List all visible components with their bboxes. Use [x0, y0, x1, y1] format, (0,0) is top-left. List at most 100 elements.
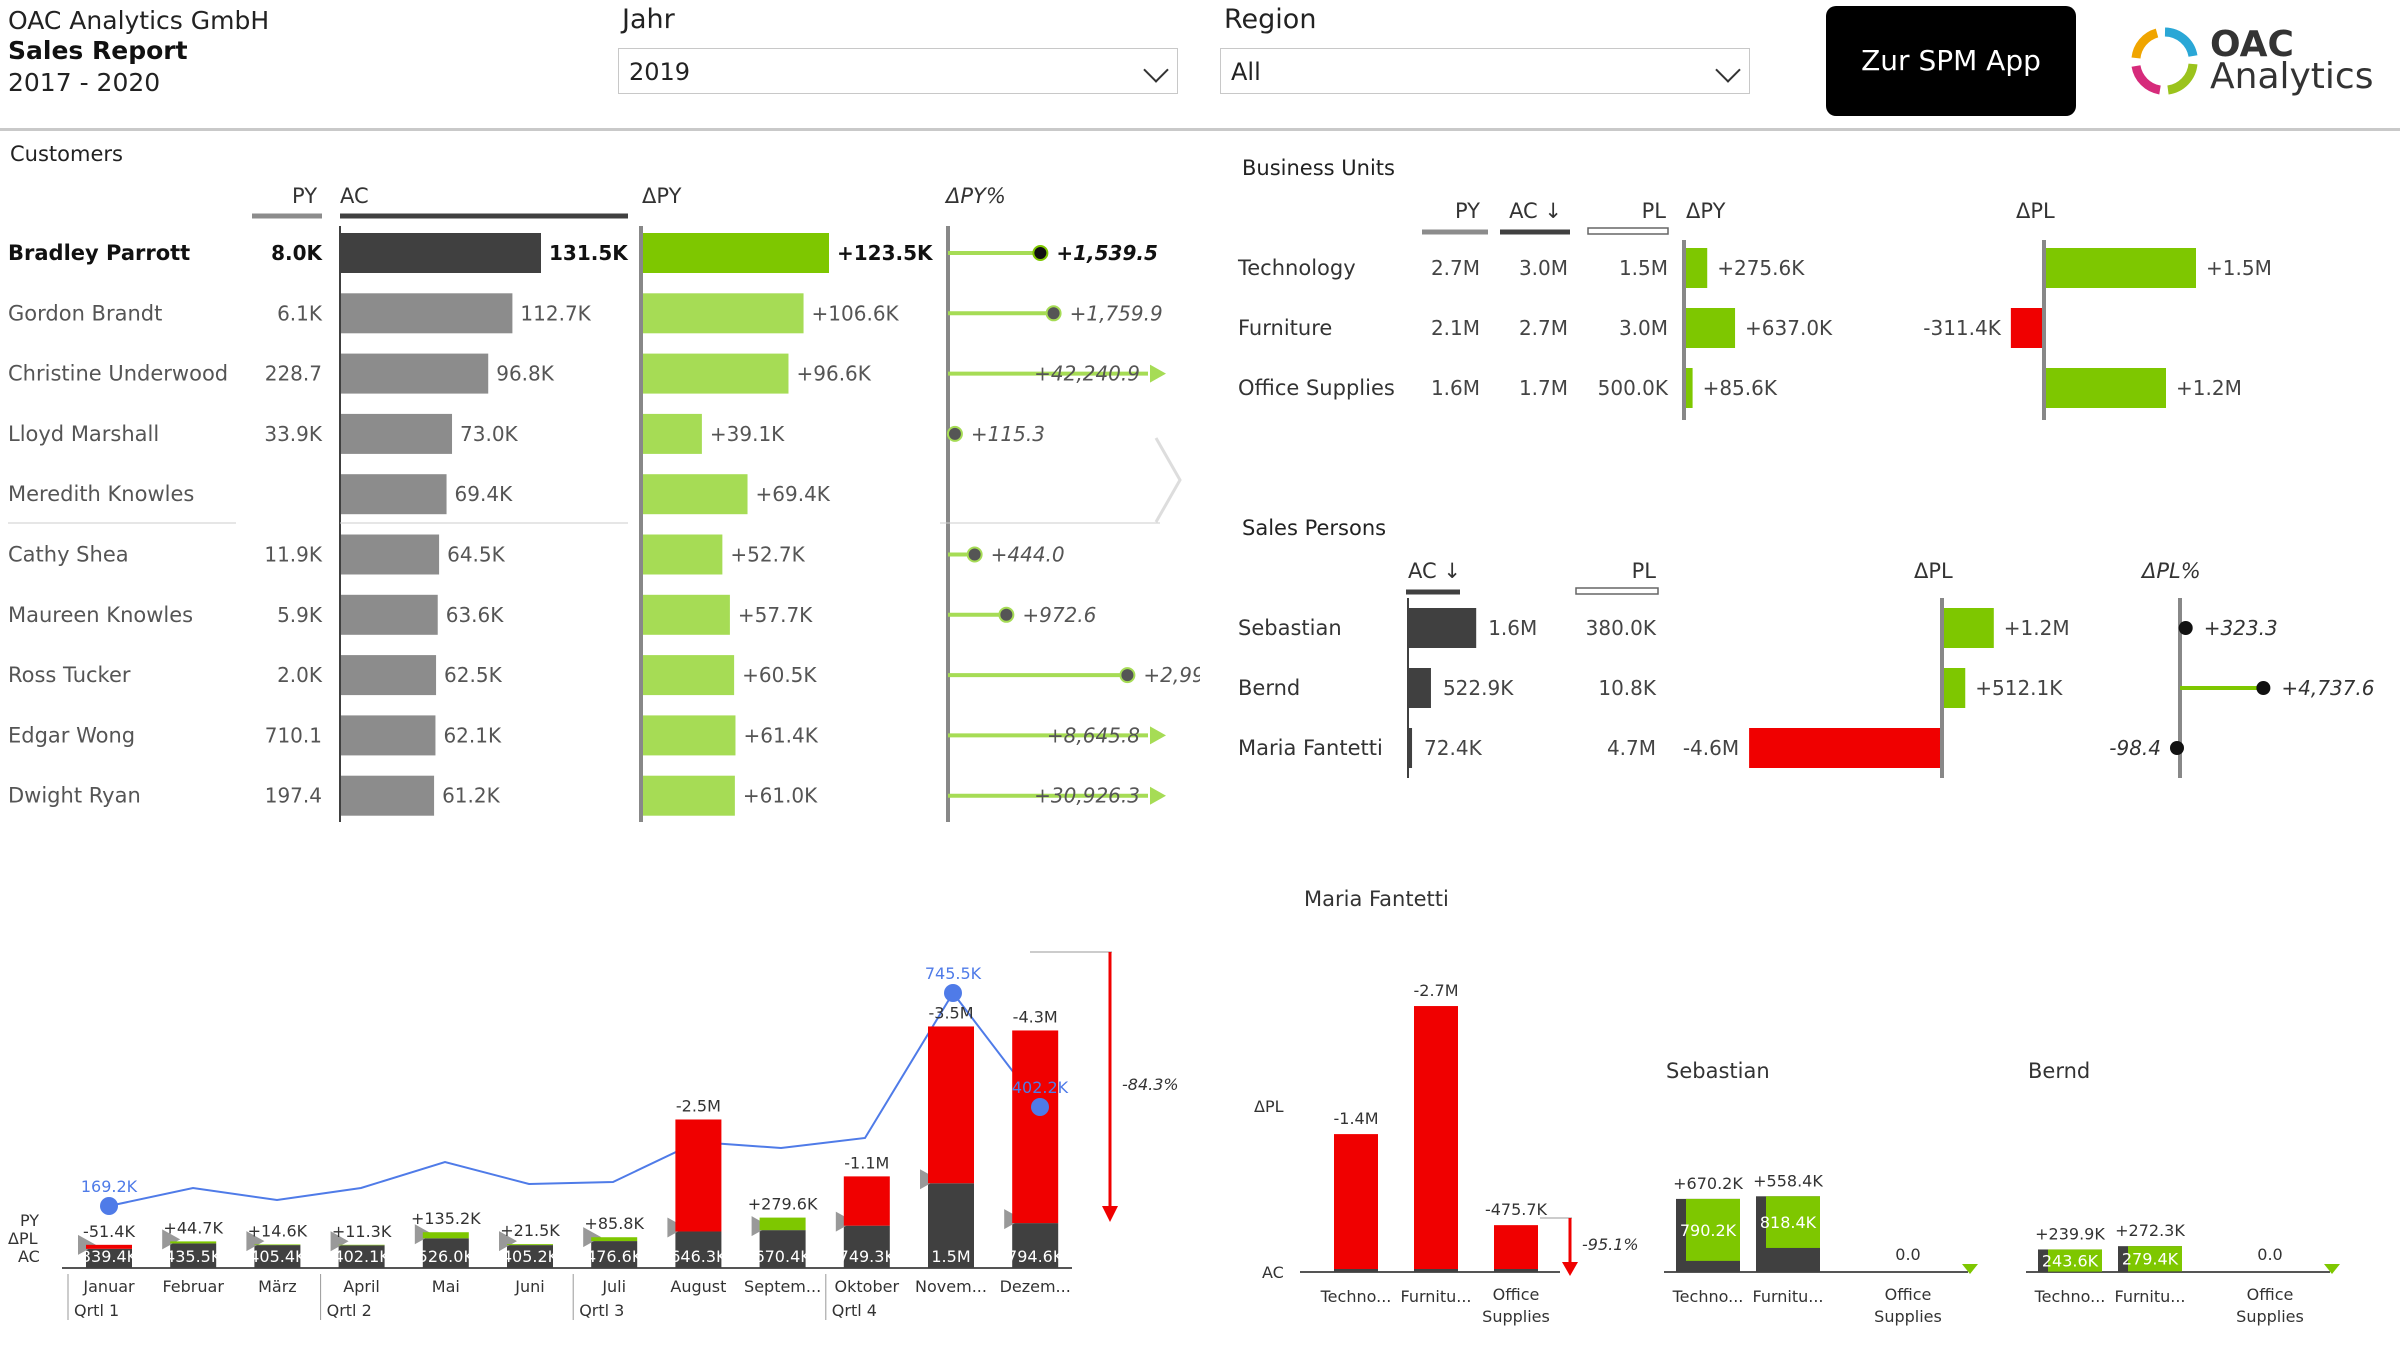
seb-title: Sebastian — [1666, 1059, 1770, 1083]
mf-ac-bar — [1494, 1269, 1538, 1272]
month-dpl-bar — [86, 1244, 132, 1249]
customer-py-value: 8.0K — [271, 241, 323, 265]
customers-header-dpypct: ΔPY% — [946, 184, 1006, 208]
py-label: 745.5K — [925, 964, 982, 983]
row-label-ac: AC — [18, 1247, 40, 1266]
bu-header-dpl: ΔPL — [2016, 199, 2055, 223]
bu-pl-value: 3.0M — [1619, 316, 1668, 340]
month-ac-bar — [591, 1241, 638, 1268]
customer-dpy-bar — [643, 594, 730, 635]
report-title: Sales Report — [8, 36, 188, 65]
bu-dpl-bar — [2010, 308, 2042, 348]
customer-pct-label: +972.6 — [1022, 603, 1096, 627]
spm-app-button[interactable]: Zur SPM App — [1826, 6, 2076, 116]
seb-ac-label: 790.2K — [1680, 1221, 1737, 1240]
ber-dpl-bar — [2048, 1249, 2102, 1272]
customer-ac-label: 62.5K — [444, 663, 503, 687]
customer-dpy-label: +39.1K — [710, 422, 785, 446]
customer-py-value: 11.9K — [264, 543, 323, 567]
mf-ac-bar — [1334, 1269, 1378, 1272]
ber-category-label: Furnitu... — [2114, 1287, 2185, 1306]
customer-name: Ross Tucker — [8, 663, 131, 687]
month-ac-bar — [1012, 1223, 1059, 1268]
ber-category-label: Techno... — [2034, 1287, 2106, 1306]
customer-name: Maureen Knowles — [8, 603, 193, 627]
customer-ac-bar — [341, 534, 440, 575]
customer-name: Cathy Shea — [8, 543, 129, 567]
mf-total-label: -95.1% — [1582, 1235, 1639, 1254]
customer-ac-bar — [341, 293, 513, 334]
month-dpl-bar — [507, 1244, 553, 1246]
customer-dpy-bar — [643, 655, 735, 696]
bu-dpl-bar — [2046, 368, 2166, 408]
sp-pct-marker — [2256, 681, 2271, 695]
month-py-marker — [162, 1229, 181, 1250]
header-separator — [0, 128, 2400, 131]
month-label: Februar — [162, 1277, 224, 1296]
month-label: Dezem... — [1000, 1277, 1071, 1296]
bu-py-value: 2.1M — [1431, 316, 1480, 340]
month-ac-bar — [675, 1231, 722, 1268]
month-ac-label: 670.4K — [754, 1247, 811, 1266]
customer-ac-bar — [341, 715, 436, 756]
region-value: All — [1231, 58, 1261, 86]
ber-ac-label: 279.4K — [2122, 1250, 2179, 1269]
mf-ac-bar — [1414, 1269, 1458, 1272]
month-label: August — [670, 1277, 726, 1296]
customer-dpy-label: +60.5K — [742, 663, 817, 687]
customer-pct-marker — [998, 606, 1015, 623]
customer-py-value: 2.0K — [277, 663, 323, 687]
bu-ac-value: 3.0M — [1519, 256, 1568, 280]
customer-pct-label: +30,926.3 — [1034, 784, 1140, 808]
customer-pct-marker — [1045, 305, 1062, 322]
month-dpl-label: +85.8K — [584, 1214, 644, 1233]
customer-name: Meredith Knowles — [8, 482, 194, 506]
sp-pct-marker — [2178, 621, 2193, 635]
mf-dpl-bar — [1334, 1134, 1378, 1272]
py-marker — [944, 984, 962, 1002]
ber-dpl-label: +272.3K — [2115, 1221, 2185, 1240]
month-ac-label: 402.1K — [333, 1247, 390, 1266]
month-ac-bar — [170, 1243, 217, 1268]
seb-ac-label: 0.0 — [1895, 1245, 1920, 1264]
customer-dpy-bar — [643, 775, 735, 816]
sp-ac-label: 1.6M — [1488, 616, 1537, 640]
ber-marker — [2324, 1264, 2340, 1274]
bu-dpy-bar — [1686, 368, 1693, 408]
business-units-chart: PY AC ↓ PL ΔPY ΔPL Technology 2.7M 3.0M 1.5M +275… — [1237, 199, 2374, 778]
oac-logo-icon — [2130, 26, 2200, 100]
month-label: Septem... — [744, 1277, 821, 1296]
jahr-dropdown[interactable]: 2019 — [618, 48, 1178, 94]
mf-dpl-label: -2.7M — [1413, 981, 1458, 1000]
customer-name: Lloyd Marshall — [8, 422, 159, 446]
bu-dpl-label: +1.2M — [2176, 376, 2242, 400]
sp-name: Maria Fantetti — [1238, 736, 1383, 760]
customer-py-value: 5.9K — [277, 603, 323, 627]
py-label: 169.2K — [81, 1177, 138, 1196]
customer-dpy-bar — [643, 233, 829, 273]
month-dpl-label: +21.5K — [500, 1221, 560, 1240]
month-label: Mai — [432, 1277, 460, 1296]
customer-pct-label: +1,539.5 — [1056, 241, 1158, 265]
quarter-label: Qrtl 4 — [832, 1301, 877, 1320]
month-dpl-bar — [422, 1232, 469, 1239]
sp-pl-value: 380.0K — [1586, 616, 1657, 640]
customer-pct-overflow-arrow — [1150, 786, 1166, 805]
seb-ac-label: 818.4K — [1760, 1213, 1817, 1232]
month-dpl-bar — [928, 1026, 974, 1184]
customer-dpy-label: +61.0K — [743, 784, 818, 808]
row-label-dpl: ΔPL — [8, 1229, 38, 1248]
month-label: Januar — [82, 1277, 135, 1296]
customer-dpy-label: +106.6K — [812, 301, 900, 325]
bu-py-value: 2.7M — [1431, 256, 1480, 280]
region-dropdown[interactable]: All — [1220, 48, 1750, 94]
customers-chart: Bradley Parrott 8.0K 131.5K +123.5K +1,539.5… — [8, 213, 1200, 822]
customer-py-value: 33.9K — [264, 422, 323, 446]
bu-dpy-bar — [1686, 248, 1708, 288]
ber-title: Bernd — [2028, 1059, 2090, 1083]
customer-dpy-label: +96.6K — [796, 362, 871, 386]
month-label: Juli — [601, 1277, 626, 1296]
customer-pct-overflow-arrow — [1150, 726, 1166, 745]
ber-dpl-bar — [2128, 1246, 2182, 1272]
bu-ac-value: 1.7M — [1519, 376, 1568, 400]
